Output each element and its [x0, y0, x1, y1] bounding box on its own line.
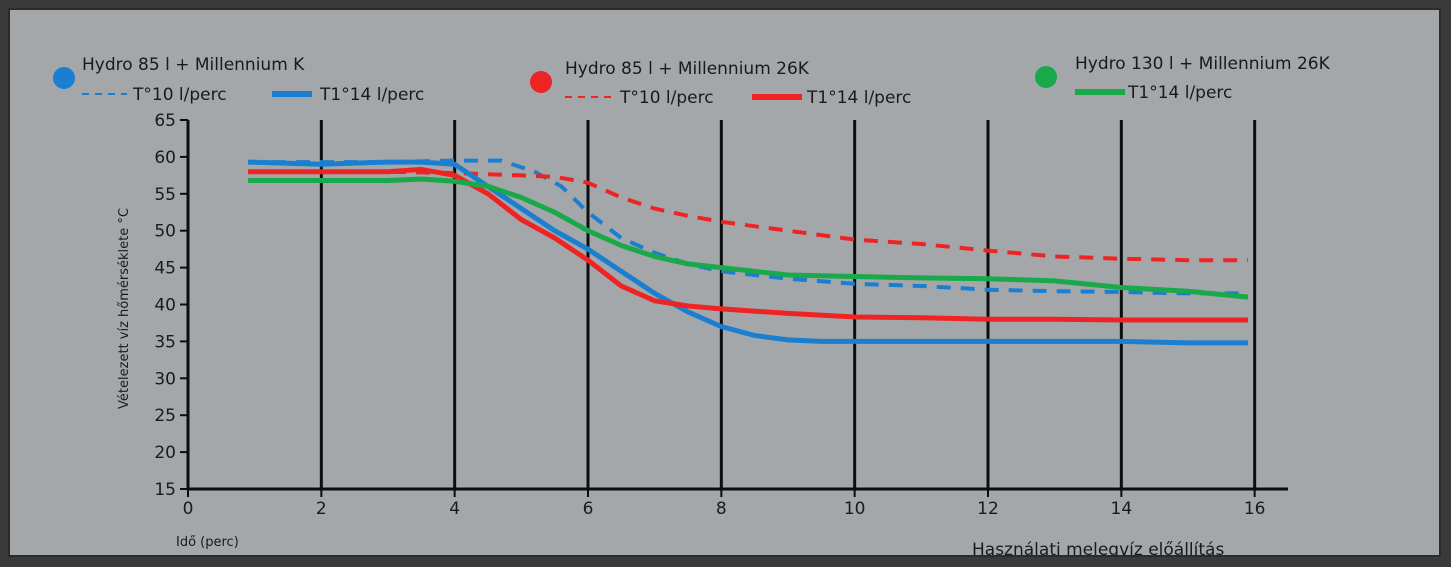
y-tick-label-20: 20 — [154, 443, 176, 463]
axes: 15 20 25 30 35 40 45 50 55 60 65 0 2 4 6 8 10 12 14 16 — [154, 111, 1288, 519]
legend-title-group-1: Hydro 85 l + Millennium K — [82, 55, 305, 75]
x-tick-label-2: 2 — [316, 499, 327, 519]
series-line-3 — [248, 169, 1248, 263]
legend-label-group-1-dashed: T°10 l/perc — [132, 85, 227, 105]
legend-marker-group-3 — [1035, 66, 1057, 88]
y-tick-label-35: 35 — [154, 332, 176, 352]
x-tick-label-14: 14 — [1111, 499, 1133, 519]
y-axis-label: Vételezett víz hőmérséklete °C — [117, 208, 132, 409]
chart-panel: Hydro 85 l + Millennium K T°10 l/perc T1… — [8, 8, 1441, 557]
x-tick-label-10: 10 — [844, 499, 866, 519]
x-tick-label-0: 0 — [183, 499, 194, 519]
x-tick-label-6: 6 — [583, 499, 594, 519]
legend-label-group-1-solid: T1°14 l/perc — [319, 85, 424, 105]
legend: Hydro 85 l + Millennium K T°10 l/perc T1… — [53, 54, 1331, 108]
legend-marker-group-1 — [53, 67, 75, 89]
legend-title-group-3: Hydro 130 l + Millennium 26K — [1075, 54, 1331, 74]
legend-label-group-3-solid: T1°14 l/perc — [1127, 83, 1232, 103]
x-tick-label-12: 12 — [977, 499, 999, 519]
y-tick-label-45: 45 — [154, 259, 176, 279]
y-tick-label-25: 25 — [154, 406, 176, 426]
series-line-5 — [248, 176, 1249, 300]
line-chart: Hydro 85 l + Millennium K T°10 l/perc T1… — [53, 54, 1331, 557]
y-tick-label-40: 40 — [154, 296, 176, 316]
series-group — [247, 158, 1249, 346]
grid — [319, 120, 1257, 489]
y-tick-label-15: 15 — [154, 480, 176, 500]
y-tick-label-55: 55 — [154, 185, 176, 205]
legend-marker-group-2 — [530, 71, 552, 93]
y-tick-label-65: 65 — [154, 111, 176, 131]
legend-label-group-2-solid: T1°14 l/perc — [806, 88, 911, 108]
legend-title-group-2: Hydro 85 l + Millennium 26K — [565, 59, 810, 79]
x-tick-label-4: 4 — [449, 499, 460, 519]
series-line-4 — [248, 166, 1248, 323]
y-tick-label-60: 60 — [154, 148, 176, 168]
y-tick-label-50: 50 — [154, 222, 176, 242]
y-tick-label-30: 30 — [154, 369, 176, 389]
x-tick-label-8: 8 — [716, 499, 727, 519]
series-line-2 — [247, 159, 1248, 346]
legend-label-group-2-dashed: T°10 l/perc — [619, 88, 714, 108]
x-axis-label: Idő (perc) — [176, 535, 239, 550]
series-line-1 — [248, 158, 1248, 296]
x-tick-label-16: 16 — [1244, 499, 1266, 519]
footer-caption: Használati melegvíz előállítás — [972, 540, 1224, 557]
